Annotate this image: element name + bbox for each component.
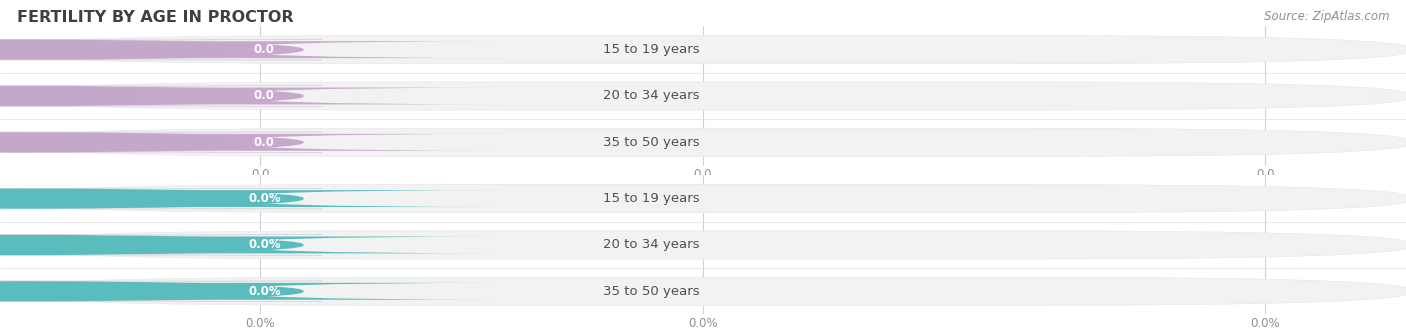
FancyBboxPatch shape xyxy=(0,235,322,255)
Text: 20 to 34 years: 20 to 34 years xyxy=(603,89,699,103)
FancyBboxPatch shape xyxy=(0,231,1406,259)
FancyBboxPatch shape xyxy=(22,87,506,105)
FancyBboxPatch shape xyxy=(0,277,1406,306)
Text: 15 to 19 years: 15 to 19 years xyxy=(603,43,700,56)
FancyBboxPatch shape xyxy=(0,188,322,209)
FancyBboxPatch shape xyxy=(22,283,506,300)
FancyBboxPatch shape xyxy=(0,132,322,153)
Text: 35 to 50 years: 35 to 50 years xyxy=(603,136,700,149)
Circle shape xyxy=(0,87,302,105)
FancyBboxPatch shape xyxy=(22,236,506,254)
Text: 0.0: 0.0 xyxy=(254,136,274,149)
Circle shape xyxy=(0,189,302,208)
FancyBboxPatch shape xyxy=(22,134,506,151)
FancyBboxPatch shape xyxy=(22,190,506,207)
Text: 20 to 34 years: 20 to 34 years xyxy=(603,238,699,252)
FancyBboxPatch shape xyxy=(0,184,1406,213)
Text: 35 to 50 years: 35 to 50 years xyxy=(603,285,700,298)
Text: Source: ZipAtlas.com: Source: ZipAtlas.com xyxy=(1264,10,1389,23)
FancyBboxPatch shape xyxy=(0,82,1406,110)
FancyBboxPatch shape xyxy=(0,35,1406,64)
Text: 0.0: 0.0 xyxy=(254,89,274,103)
Circle shape xyxy=(0,282,302,301)
Circle shape xyxy=(0,133,302,152)
FancyBboxPatch shape xyxy=(22,41,506,58)
Circle shape xyxy=(0,40,302,59)
FancyBboxPatch shape xyxy=(0,281,322,302)
Text: 0.0%: 0.0% xyxy=(247,285,281,298)
FancyBboxPatch shape xyxy=(0,128,1406,157)
FancyBboxPatch shape xyxy=(0,39,322,60)
Text: 15 to 19 years: 15 to 19 years xyxy=(603,192,700,205)
Text: FERTILITY BY AGE IN PROCTOR: FERTILITY BY AGE IN PROCTOR xyxy=(17,10,294,25)
Text: 0.0%: 0.0% xyxy=(247,192,281,205)
Circle shape xyxy=(0,236,302,254)
Text: 0.0%: 0.0% xyxy=(247,238,281,252)
FancyBboxPatch shape xyxy=(0,86,322,106)
Text: 0.0: 0.0 xyxy=(254,43,274,56)
